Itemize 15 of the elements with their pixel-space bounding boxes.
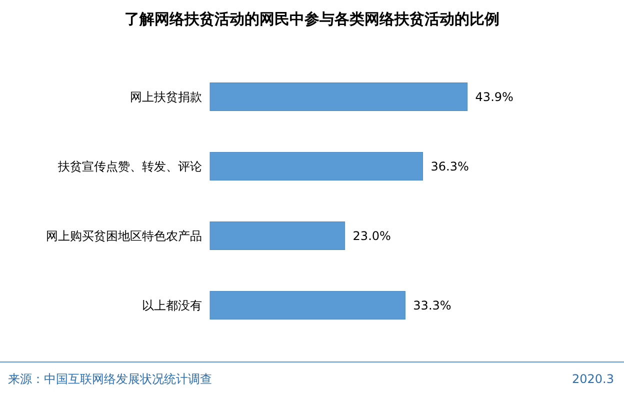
y-tick-label: 网上购买贫困地区特色农产品	[46, 228, 202, 243]
y-tick-label: 网上扶贫捐款	[130, 90, 202, 104]
y-tick-label: 以上都没有	[142, 298, 202, 312]
chart-title: 了解网络扶贫活动的网民中参与各类网络扶贫活动的比例	[124, 10, 500, 28]
bar	[210, 222, 346, 250]
data-label: 36.3%	[430, 159, 469, 174]
y-tick-label: 扶贫宣传点赞、转发、评论	[57, 159, 202, 174]
data-label: 23.0%	[352, 228, 391, 243]
bar	[210, 152, 424, 180]
bar	[210, 291, 406, 320]
data-label: 33.3%	[413, 298, 452, 312]
text: 2020.3	[572, 372, 614, 386]
data-label: 43.9%	[475, 90, 514, 104]
source-note: 来源：中国互联网络发展状况统计调查	[8, 372, 212, 386]
bar	[210, 82, 468, 111]
